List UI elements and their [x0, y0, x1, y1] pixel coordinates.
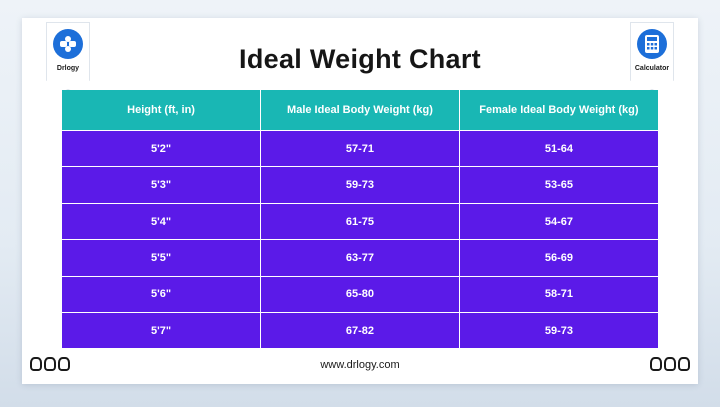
table-row: 5'4" 61-75 54-67	[62, 202, 658, 240]
cell-female-weight: 56-69	[459, 239, 658, 277]
cell-female-weight: 53-65	[459, 166, 658, 204]
ideal-weight-table: Height (ft, in) Male Ideal Body Weight (…	[62, 90, 658, 348]
cell-female-weight: 58-71	[459, 275, 658, 313]
table-row: 5'6" 65-80 58-71	[62, 275, 658, 313]
mascot-icon	[664, 357, 676, 371]
cell-female-weight: 51-64	[459, 129, 658, 167]
cell-male-weight: 57-71	[260, 129, 460, 167]
cell-male-weight: 59-73	[260, 166, 460, 204]
drlogy-badge[interactable]: Drlogy	[46, 22, 90, 90]
table-row: 5'2" 57-71 51-64	[62, 129, 658, 167]
mascot-icon	[678, 357, 690, 371]
column-header-male: Male Ideal Body Weight (kg)	[260, 90, 460, 131]
mascot-icon	[44, 357, 56, 371]
calculator-icon	[637, 29, 667, 59]
cell-female-weight: 59-73	[459, 312, 658, 348]
footer-url[interactable]: www.drlogy.com	[320, 359, 400, 371]
column-header-female: Female Ideal Body Weight (kg)	[459, 90, 658, 131]
cell-height: 5'2"	[62, 129, 262, 167]
column-header-height: Height (ft, in)	[62, 90, 262, 131]
mascot-icon	[58, 357, 70, 371]
chart-card: Drlogy Calculator Ideal Weight Chart Hei…	[22, 18, 698, 384]
calculator-badge[interactable]: Calculator	[630, 22, 674, 90]
cell-male-weight: 63-77	[260, 239, 460, 277]
cell-male-weight: 65-80	[260, 275, 460, 313]
cell-height: 5'6"	[62, 275, 262, 313]
table-row: 5'7" 67-82 59-73	[62, 312, 658, 348]
mascot-icon	[30, 357, 42, 371]
cell-male-weight: 67-82	[260, 312, 460, 348]
drlogy-logo-icon	[53, 29, 83, 59]
cell-height: 5'7"	[62, 312, 262, 348]
footer-logo-left	[30, 354, 70, 374]
mascot-icon	[650, 357, 662, 371]
footer-logo-right	[650, 354, 690, 374]
cell-male-weight: 61-75	[260, 202, 460, 240]
cell-female-weight: 54-67	[459, 202, 658, 240]
table-header-row: Height (ft, in) Male Ideal Body Weight (…	[62, 90, 658, 131]
cell-height: 5'3"	[62, 166, 262, 204]
page-title: Ideal Weight Chart	[239, 44, 481, 74]
table-row: 5'5" 63-77 56-69	[62, 239, 658, 277]
cell-height: 5'5"	[62, 239, 262, 277]
cell-height: 5'4"	[62, 202, 262, 240]
drlogy-label: Drlogy	[56, 65, 80, 72]
calculator-label: Calculator	[634, 65, 670, 72]
table-row: 5'3" 59-73 53-65	[62, 166, 658, 204]
